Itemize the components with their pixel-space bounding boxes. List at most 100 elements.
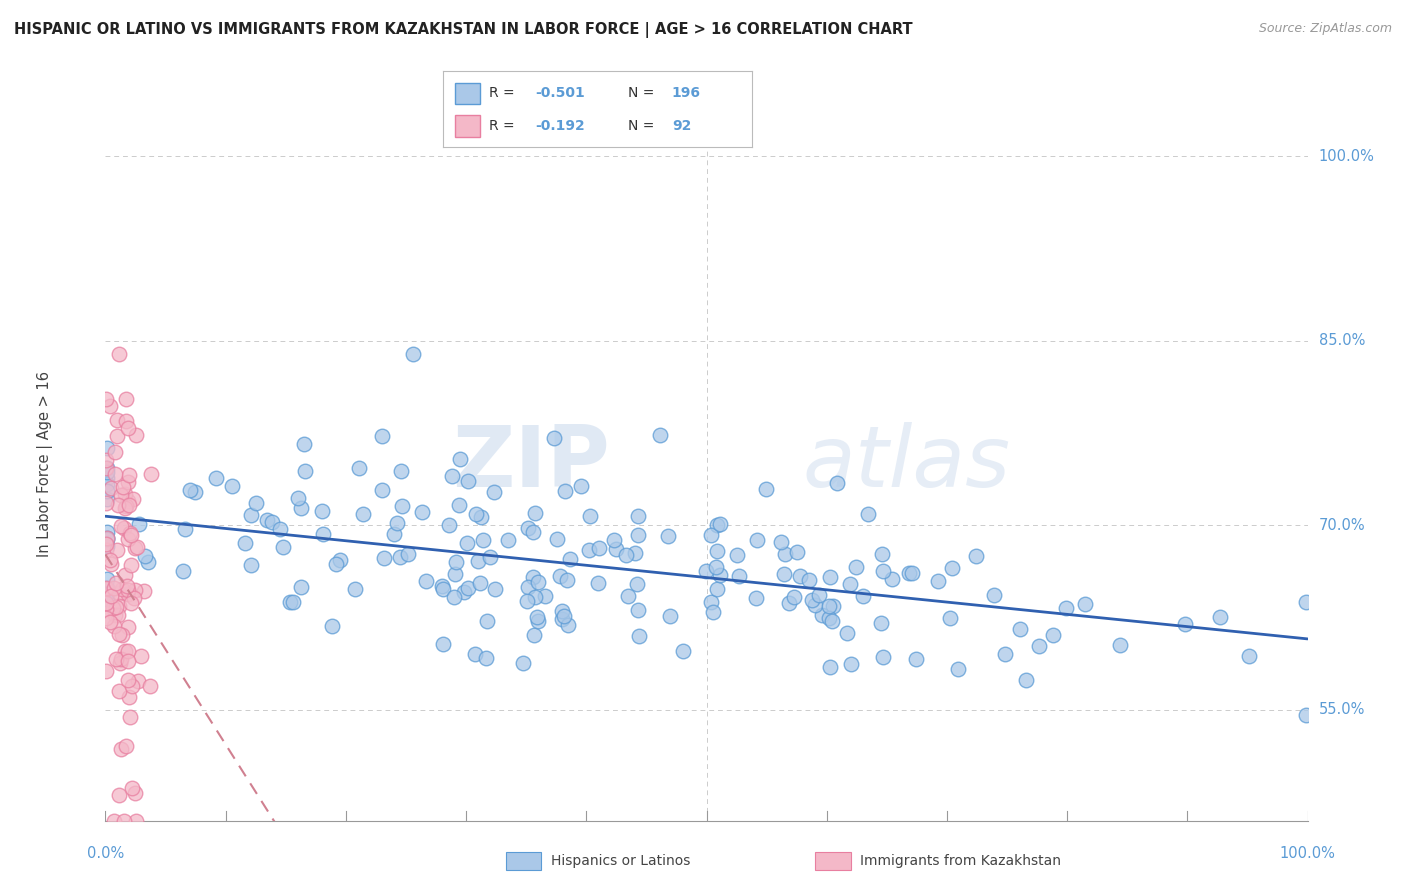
Point: [94, 664, 117, 678]
Point: [321, 618, 343, 632]
Point: [446, 554, 468, 568]
Point: [96, 586, 118, 600]
Point: [817, 599, 839, 613]
Point: [578, 542, 600, 557]
Point: [901, 566, 924, 580]
Point: [96, 592, 118, 607]
Point: [825, 476, 848, 491]
Point: [125, 814, 148, 828]
Point: [96, 582, 118, 597]
Point: [457, 581, 479, 595]
Text: 55.0%: 55.0%: [1319, 702, 1365, 717]
Point: [98, 553, 121, 567]
Point: [658, 608, 681, 623]
Point: [872, 649, 894, 664]
Point: [773, 566, 796, 581]
Point: [325, 557, 347, 571]
Point: [702, 605, 724, 619]
Point: [411, 505, 433, 519]
Point: [818, 570, 841, 584]
Point: [240, 508, 263, 522]
Point: [120, 528, 142, 542]
Point: [117, 493, 139, 508]
Point: [104, 652, 127, 666]
Point: [114, 487, 136, 501]
Point: [728, 568, 751, 582]
Point: [465, 508, 488, 522]
Point: [516, 594, 538, 608]
Point: [96, 465, 118, 479]
Point: [811, 607, 834, 622]
Text: Immigrants from Kazakhstan: Immigrants from Kazakhstan: [860, 854, 1062, 868]
Point: [440, 468, 463, 483]
Point: [554, 483, 576, 498]
Point: [96, 581, 118, 595]
Point: [614, 548, 637, 562]
Point: [882, 573, 904, 587]
Point: [456, 535, 478, 549]
Point: [389, 464, 412, 478]
Point: [120, 710, 142, 724]
Text: ZIP: ZIP: [453, 422, 610, 506]
Text: 196: 196: [672, 86, 700, 100]
Point: [555, 573, 578, 587]
Point: [522, 570, 544, 584]
Point: [100, 590, 122, 604]
Point: [111, 582, 134, 596]
Point: [115, 579, 138, 593]
Point: [898, 566, 921, 580]
Point: [799, 573, 821, 587]
Point: [548, 569, 571, 583]
Point: [443, 590, 465, 604]
Point: [114, 501, 136, 516]
Point: [557, 618, 579, 632]
Point: [470, 510, 492, 524]
Bar: [456, 115, 479, 136]
Point: [107, 498, 129, 512]
Point: [139, 679, 162, 693]
Point: [204, 471, 226, 485]
Point: [817, 611, 839, 625]
Text: -0.192: -0.192: [536, 119, 585, 133]
Point: [120, 558, 142, 572]
Point: [122, 491, 145, 506]
Point: [105, 599, 128, 614]
Point: [616, 589, 638, 603]
Point: [96, 477, 118, 491]
Point: [108, 684, 131, 698]
Point: [100, 557, 122, 571]
Point: [103, 582, 125, 596]
Point: [115, 414, 138, 428]
Point: [124, 583, 146, 598]
Point: [789, 569, 811, 583]
Point: [699, 595, 721, 609]
Point: [627, 528, 650, 542]
Point: [657, 529, 679, 543]
Point: [516, 580, 538, 594]
Text: N =: N =: [628, 119, 659, 133]
Point: [112, 521, 135, 535]
Point: [526, 610, 548, 624]
Point: [290, 580, 312, 594]
Point: [801, 593, 824, 607]
Text: 85.0%: 85.0%: [1319, 334, 1365, 348]
Point: [449, 498, 471, 512]
Point: [1295, 595, 1317, 609]
Point: [94, 581, 117, 595]
Point: [115, 739, 138, 754]
Point: [370, 429, 392, 443]
Point: [118, 498, 141, 512]
Point: [527, 575, 550, 590]
Point: [128, 517, 150, 532]
Point: [524, 506, 547, 520]
Point: [94, 596, 117, 610]
Text: -0.501: -0.501: [536, 86, 585, 100]
Point: [838, 576, 860, 591]
Point: [96, 483, 118, 498]
Point: [120, 596, 142, 610]
Point: [672, 644, 695, 658]
Point: [588, 576, 610, 591]
Point: [484, 582, 506, 596]
Point: [1028, 639, 1050, 653]
Point: [627, 629, 650, 643]
